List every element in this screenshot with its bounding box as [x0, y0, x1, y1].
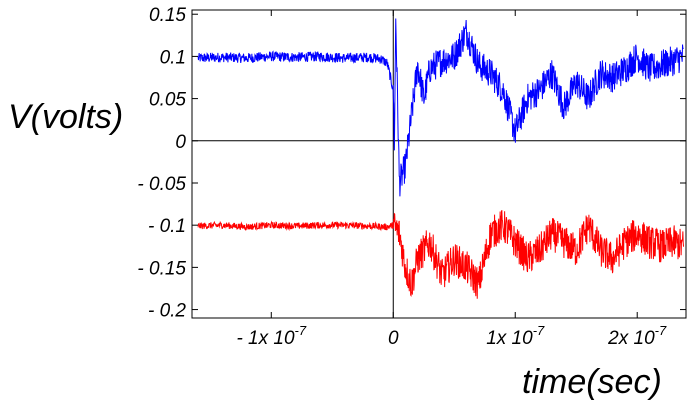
plot-frame [191, 9, 687, 319]
y-tick-label: 0 [175, 132, 186, 153]
y-tick-label: - 0.2 [148, 301, 186, 322]
y-tick-label: - 0.05 [137, 174, 186, 195]
plot-area [191, 9, 687, 319]
y-tick-label: 0.15 [149, 5, 186, 26]
series-line-2 [197, 209, 685, 299]
series-line-1 [197, 18, 684, 197]
y-axis-ticks: 0.15 0.1 0.05 0 - 0.05 - 0.1 - 0.15 - 0.2 [137, 5, 686, 322]
x-axis-ticks: - 1x 10-7 0 1x 10-7 2x 10-7 [236, 10, 667, 349]
x-axis-title: time(sec) [522, 363, 662, 400]
y-tick-label: 0.1 [160, 47, 186, 68]
x-tick-label: - 1x 10-7 [236, 323, 306, 349]
y-tick-label: - 0.1 [148, 216, 186, 237]
x-tick-label: 2x 10-7 [607, 323, 667, 349]
y-tick-label: 0.05 [149, 90, 186, 111]
x-tick-label: 0 [388, 328, 399, 349]
x-tick-label: 1x 10-7 [486, 323, 545, 349]
y-tick-label: - 0.15 [137, 258, 186, 279]
y-axis-title: V(volts) [8, 98, 123, 136]
